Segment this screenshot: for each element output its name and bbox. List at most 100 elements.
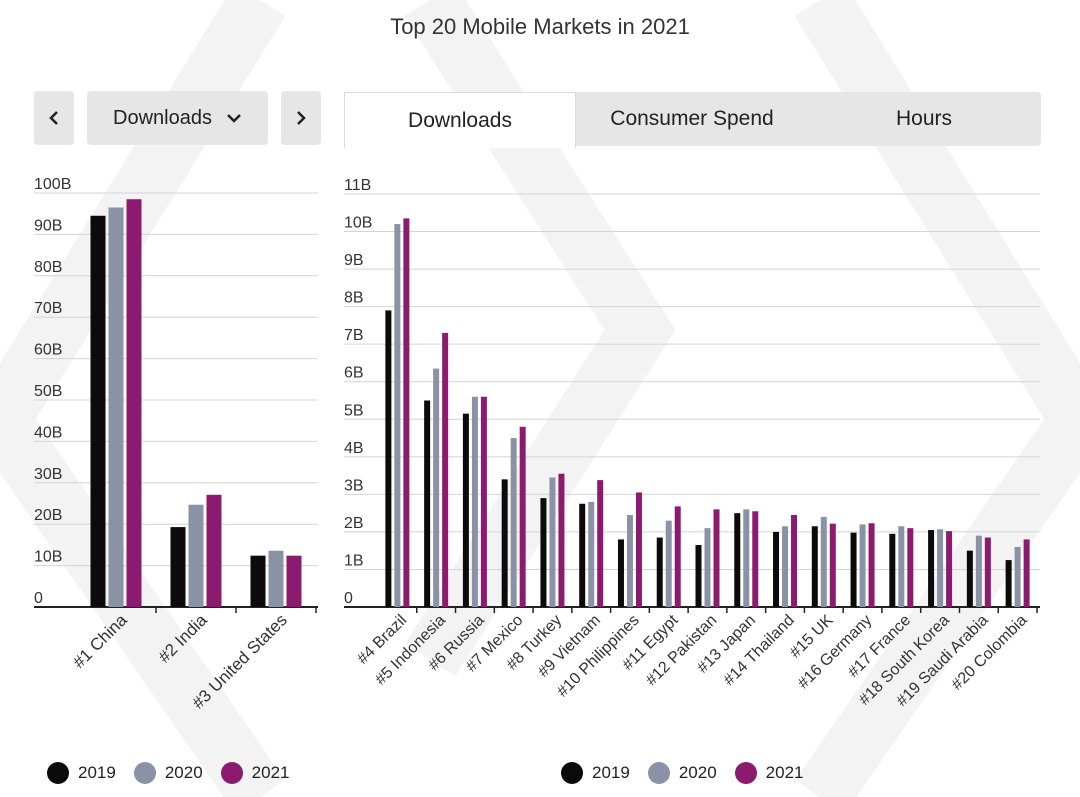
chevron-down-icon — [227, 114, 241, 123]
bar — [635, 492, 642, 607]
bar — [946, 531, 953, 607]
bar — [773, 531, 780, 607]
bar — [907, 528, 914, 607]
y-tick-label: 11B — [344, 177, 371, 194]
legend-item-2019[interactable]: 2019 — [561, 762, 630, 784]
bar — [782, 526, 789, 607]
bar — [656, 537, 663, 607]
legend-left: 2019 2020 2021 — [47, 762, 297, 784]
bar — [108, 207, 124, 608]
legend-label: 2021 — [765, 763, 804, 782]
bar — [579, 503, 586, 607]
bar — [713, 509, 720, 607]
bar — [850, 532, 857, 607]
legend-swatch — [647, 762, 670, 784]
y-tick-label: 10B — [344, 215, 372, 232]
y-tick-label: 1B — [344, 552, 364, 569]
legend-swatch — [47, 762, 69, 784]
legend-label: 2019 — [78, 763, 116, 782]
legend-swatch — [561, 762, 583, 784]
bar — [820, 516, 827, 607]
y-tick-label: 0 — [34, 590, 43, 607]
previous-button[interactable] — [34, 91, 74, 145]
bar — [791, 515, 798, 607]
bar — [549, 477, 556, 607]
y-tick-label: 100B — [34, 176, 71, 193]
y-tick-label: 7B — [344, 327, 364, 344]
bar — [433, 368, 440, 607]
y-tick-label: 40B — [34, 424, 62, 441]
bar — [462, 413, 469, 607]
bar — [889, 533, 896, 607]
bar — [928, 530, 935, 607]
y-tick-label: 6B — [344, 365, 364, 382]
bar — [588, 501, 595, 607]
bar — [403, 218, 410, 607]
bar — [984, 537, 991, 607]
bar — [480, 396, 487, 607]
bar — [937, 529, 944, 607]
bar — [966, 550, 973, 607]
tab-hours[interactable]: Hours — [895, 107, 953, 130]
bar — [519, 426, 526, 607]
bar — [442, 332, 449, 607]
legend-right: 2019 2020 2021 — [561, 762, 811, 784]
bar — [1005, 560, 1012, 607]
bar — [704, 528, 711, 607]
bar — [695, 545, 702, 607]
tab-consumer-spend[interactable]: Consumer Spend — [610, 107, 774, 130]
bar — [510, 438, 517, 607]
bar — [665, 520, 672, 607]
y-tick-label: 90B — [34, 217, 62, 234]
legend-swatch — [133, 762, 156, 784]
y-tick-label: 9B — [344, 252, 364, 269]
bar — [597, 480, 604, 607]
y-tick-label: 50B — [34, 383, 62, 400]
bar — [859, 524, 866, 607]
legend-item-2020[interactable]: 2020 — [133, 762, 203, 784]
bar — [501, 479, 508, 607]
bar — [385, 310, 392, 607]
y-tick-label: 70B — [34, 300, 62, 317]
bar — [752, 511, 759, 607]
bar — [558, 473, 565, 607]
bar — [617, 539, 624, 607]
bar — [626, 515, 633, 607]
y-tick-label: 80B — [34, 259, 62, 276]
bar — [471, 396, 478, 607]
bar — [90, 215, 106, 607]
legend-item-2019[interactable]: 2019 — [47, 762, 116, 784]
bar — [868, 523, 875, 607]
legend-item-2021[interactable]: 2021 — [734, 762, 804, 784]
tab-downloads[interactable]: Downloads — [344, 92, 576, 148]
bar — [811, 526, 818, 607]
y-tick-label: 0 — [344, 590, 353, 607]
bar — [170, 527, 186, 607]
chevron-right-icon — [297, 111, 306, 125]
next-button[interactable] — [281, 91, 321, 145]
bar — [734, 513, 741, 607]
bar — [829, 523, 836, 607]
legend-swatch — [734, 762, 757, 784]
legend-label: 2021 — [251, 763, 290, 782]
bar — [126, 199, 142, 607]
legend-label: 2020 — [164, 763, 203, 782]
legend-item-2021[interactable]: 2021 — [220, 762, 290, 784]
bar — [206, 494, 222, 607]
bar — [286, 555, 302, 607]
y-tick-label: 60B — [34, 342, 62, 359]
legend-label: 2020 — [678, 763, 717, 782]
metric-tabs: Downloads Consumer Spend Hours — [344, 92, 1041, 148]
y-tick-label: 5B — [344, 402, 364, 419]
y-tick-label: 30B — [34, 466, 62, 483]
y-tick-label: 20B — [34, 507, 62, 524]
bar — [268, 550, 284, 607]
y-tick-label: 4B — [344, 440, 364, 457]
metric-dropdown[interactable]: Downloads — [87, 91, 268, 145]
dropdown-label: Downloads — [113, 106, 212, 129]
bar — [975, 535, 982, 607]
legend-item-2020[interactable]: 2020 — [647, 762, 717, 784]
bar — [1023, 539, 1030, 607]
